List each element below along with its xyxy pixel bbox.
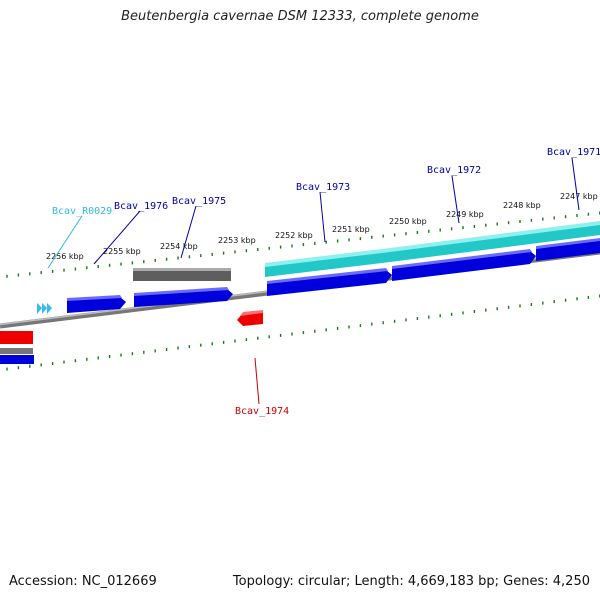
scale-label: 2253 kbp xyxy=(218,236,256,245)
cds-reverse-partial[interactable] xyxy=(0,331,33,344)
rna-feature-top xyxy=(390,221,600,252)
scale-label: 2254 kbp xyxy=(160,242,198,251)
genome-title: Beutenbergia cavernae DSM 12333, complet… xyxy=(121,9,479,24)
pseudo-partial[interactable] xyxy=(0,348,33,354)
accession-label: Accession: NC_012669 xyxy=(9,574,157,589)
gene-label[interactable]: Bcav_1974 xyxy=(235,406,289,417)
rna-feature-top xyxy=(265,248,390,267)
gene-label[interactable]: Bcav_R0029 xyxy=(52,206,112,217)
cds-forward[interactable] xyxy=(267,270,392,296)
gene-label[interactable]: Bcav_1973 xyxy=(296,182,350,193)
rna-feature[interactable] xyxy=(265,251,390,277)
cds-forward-top xyxy=(134,287,229,296)
gene-label[interactable]: Bcav_1971 xyxy=(547,147,600,158)
scale-label: 2248 kbp xyxy=(503,201,541,210)
cds-forward-top xyxy=(536,238,600,249)
scale-label: 2255 kbp xyxy=(103,247,141,256)
cds-forward-top xyxy=(267,268,388,284)
scale-label: 2256 kbp xyxy=(46,252,84,261)
genome-summary: Topology: circular; Length: 4,669,183 bp… xyxy=(232,574,590,589)
cds-forward-top xyxy=(67,295,122,301)
cds-forward[interactable] xyxy=(67,297,126,313)
scale-label: 2250 kbp xyxy=(389,217,427,226)
gene-label[interactable]: Bcav_1976 xyxy=(114,201,168,212)
scale-label: 2251 kbp xyxy=(332,225,370,234)
scale-ticks-bottom xyxy=(6,294,600,371)
rna-arrows[interactable] xyxy=(37,303,52,314)
scale-labels: 2256 kbp 2255 kbp 2254 kbp 2253 kbp 2252… xyxy=(46,192,598,261)
gene-label[interactable]: Bcav_1972 xyxy=(427,165,481,176)
gene-labels: Bcav_R0029 Bcav_1976 Bcav_1975 Bcav_1973… xyxy=(52,147,600,417)
scale-label: 2249 kbp xyxy=(446,210,484,219)
scale-label: 2252 kbp xyxy=(275,231,313,240)
cds-forward[interactable] xyxy=(392,251,536,281)
cds-reverse-top xyxy=(240,310,263,316)
scale-ticks-top xyxy=(6,211,600,278)
pseudo-gene[interactable] xyxy=(133,270,231,281)
cds-forward-partial[interactable] xyxy=(0,355,34,364)
scale-label: 2247 kbp xyxy=(560,192,598,201)
pseudo-gene-top xyxy=(133,268,231,271)
cds-forward-top xyxy=(392,249,532,269)
gene-label[interactable]: Bcav_1975 xyxy=(172,196,226,207)
rna-feature[interactable] xyxy=(390,224,600,262)
label-leaders xyxy=(47,157,580,405)
cds-forward[interactable] xyxy=(536,240,600,261)
